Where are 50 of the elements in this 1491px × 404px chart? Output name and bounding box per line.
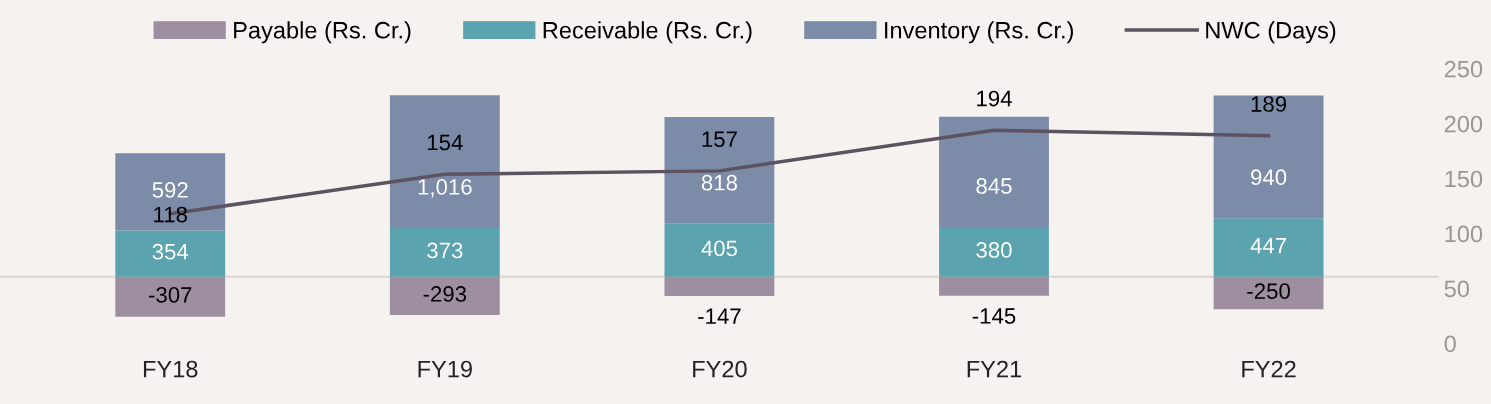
data-label: 845 (976, 178, 1012, 194)
data-label: 189 (1251, 96, 1287, 112)
x-tick-label: FY21 (967, 360, 1022, 378)
data-label: 1,016 (418, 179, 472, 198)
bar (664, 116, 775, 224)
data-label: 592 (152, 182, 188, 198)
bar (664, 223, 775, 277)
data-label: 194 (977, 90, 1012, 107)
legend-label: Receivable (Rs. Cr.) (543, 21, 752, 44)
data-label: 818 (701, 174, 737, 191)
data-label: 373 (427, 242, 463, 259)
data-label: 447 (1250, 237, 1286, 254)
x-tick-label: FY18 (143, 360, 198, 378)
data-label: 118 (154, 206, 187, 223)
bar (1213, 276, 1324, 310)
bar (115, 276, 226, 317)
y2-tick-label: 0 (1444, 335, 1456, 353)
bar (939, 227, 1049, 277)
data-label: 154 (427, 134, 463, 151)
bar (1213, 95, 1324, 219)
data-label: 940 (1251, 169, 1287, 186)
x-tick-label: FY20 (693, 360, 747, 378)
y2-tick-label: 100 (1445, 225, 1483, 243)
bar (939, 276, 1049, 296)
legend-label: Inventory (Rs. Cr.) (885, 21, 1073, 44)
bar (115, 153, 226, 231)
data-label: -145 (972, 308, 1016, 324)
data-label: 157 (702, 131, 737, 148)
bar (389, 276, 500, 315)
data-label: -293 (423, 286, 467, 302)
x-tick-label: FY22 (1242, 360, 1296, 378)
legend-label: NWC (Days) (1206, 21, 1336, 44)
data-label: -307 (148, 286, 192, 303)
bar (389, 227, 500, 277)
y2-tick-label: 150 (1445, 170, 1483, 188)
bar (939, 116, 1049, 228)
y2-tick-label: 50 (1444, 280, 1470, 298)
data-label: 380 (976, 242, 1012, 258)
y2-tick-label: 250 (1444, 60, 1483, 78)
bar (1213, 218, 1324, 277)
x-tick-label: FY19 (418, 360, 472, 378)
data-label: 405 (701, 240, 738, 257)
data-label: 354 (152, 243, 189, 260)
legend-label: Payable (Rs. Cr.) (234, 21, 411, 44)
bar (115, 230, 226, 277)
bar (664, 276, 775, 296)
data-label: -147 (698, 308, 741, 324)
bar (389, 95, 500, 228)
y2-tick-label: 200 (1444, 115, 1483, 133)
data-label: -250 (1247, 283, 1290, 299)
